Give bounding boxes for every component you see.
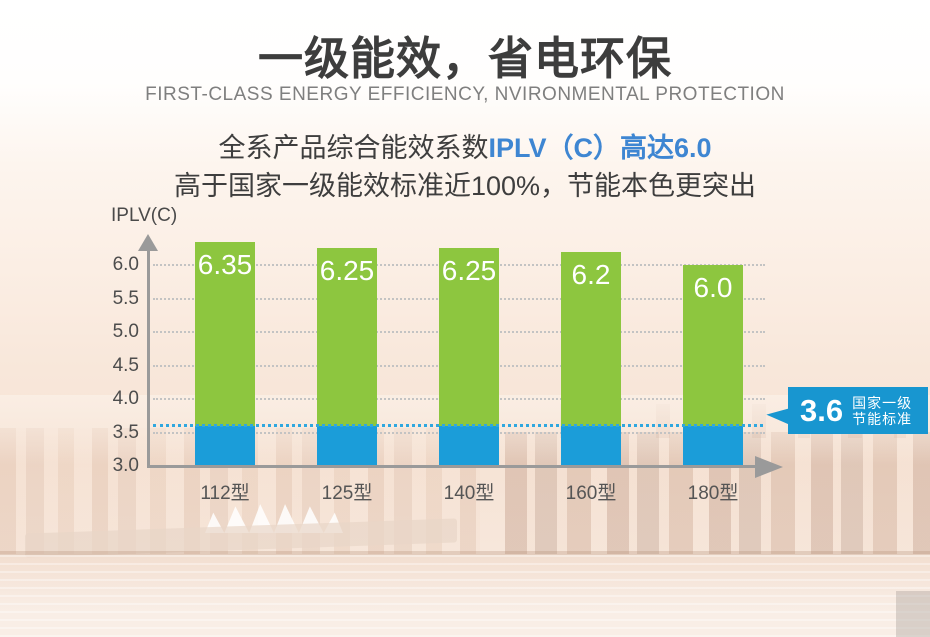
- bar-value-label: 6.2: [571, 259, 611, 290]
- background-pier: [25, 518, 457, 558]
- callout-text-line1: 国家一级: [852, 394, 913, 411]
- x-axis-label: 180型: [687, 483, 739, 504]
- bar-segment-below-standard: [195, 426, 255, 466]
- y-axis-label: IPLV(C): [111, 205, 178, 226]
- bar-value-label: 6.25: [441, 255, 497, 286]
- y-tick-label: 3.0: [112, 455, 139, 476]
- bar-segment-below-standard: [683, 426, 743, 466]
- reference-line: [153, 423, 763, 427]
- bar-125型: 6.25: [317, 248, 377, 466]
- bar-140型: 6.25: [439, 248, 499, 466]
- x-axis-label: 160型: [565, 483, 617, 504]
- reference-callout: 3.6 国家一级 节能标准: [765, 387, 928, 434]
- bar-180型: 6.0: [683, 265, 743, 466]
- page-subtitle: FIRST-CLASS ENERGY EFFICIENCY, NVIRONMEN…: [145, 84, 785, 105]
- callout-text-line2: 节能标准: [852, 410, 913, 427]
- page-title: 一级能效，省电环保: [257, 33, 672, 84]
- background-water: [0, 555, 930, 637]
- x-axis-line: [147, 465, 757, 468]
- bar-segment-below-standard: [439, 426, 499, 466]
- description-line-2: 高于国家一级能效标准近100%，节能本色更突出: [173, 171, 757, 201]
- background-waterline: [0, 551, 930, 555]
- y-tick-label: 4.5: [112, 354, 139, 376]
- background-corner-block: [896, 591, 930, 637]
- x-axis-label: 125型: [321, 483, 373, 504]
- iplv-bar-chart: IPLV(C) 3.0 3.5 4.0 4.5 5.0 5.5 6.0 6.35 6.25 6.…: [105, 205, 930, 520]
- y-tick-label: 4.0: [112, 388, 139, 409]
- y-tick-label: 5.0: [112, 321, 139, 342]
- bar-value-label: 6.25: [319, 255, 375, 286]
- description-line-1-highlight: IPLV（C）高达6.0: [488, 133, 712, 163]
- x-axis-arrow-icon: [755, 456, 783, 478]
- description-line-1: 全系产品综合能效系数IPLV（C）高达6.0: [0, 126, 930, 165]
- y-axis-line: [147, 249, 150, 466]
- y-tick-label: 5.5: [112, 287, 139, 309]
- y-tick-label: 3.5: [112, 421, 139, 443]
- y-tick-label: 6.0: [112, 254, 139, 275]
- bar-value-label: 6.35: [197, 249, 253, 280]
- bar-value-label: 6.0: [693, 272, 733, 303]
- x-axis-label: 140型: [443, 483, 495, 504]
- bar-segment-below-standard: [561, 426, 621, 466]
- callout-value: 3.6: [800, 392, 844, 428]
- bar-160型: 6.2: [561, 252, 621, 466]
- callout-text: 国家一级 节能标准: [852, 395, 912, 427]
- description-line-1-text: 全系产品综合能效系数: [218, 133, 489, 163]
- bar-segment-below-standard: [317, 426, 377, 466]
- x-axis-label: 112型: [200, 483, 250, 504]
- callout-tail-icon: [765, 408, 792, 429]
- bar-112型: 6.35: [195, 242, 255, 466]
